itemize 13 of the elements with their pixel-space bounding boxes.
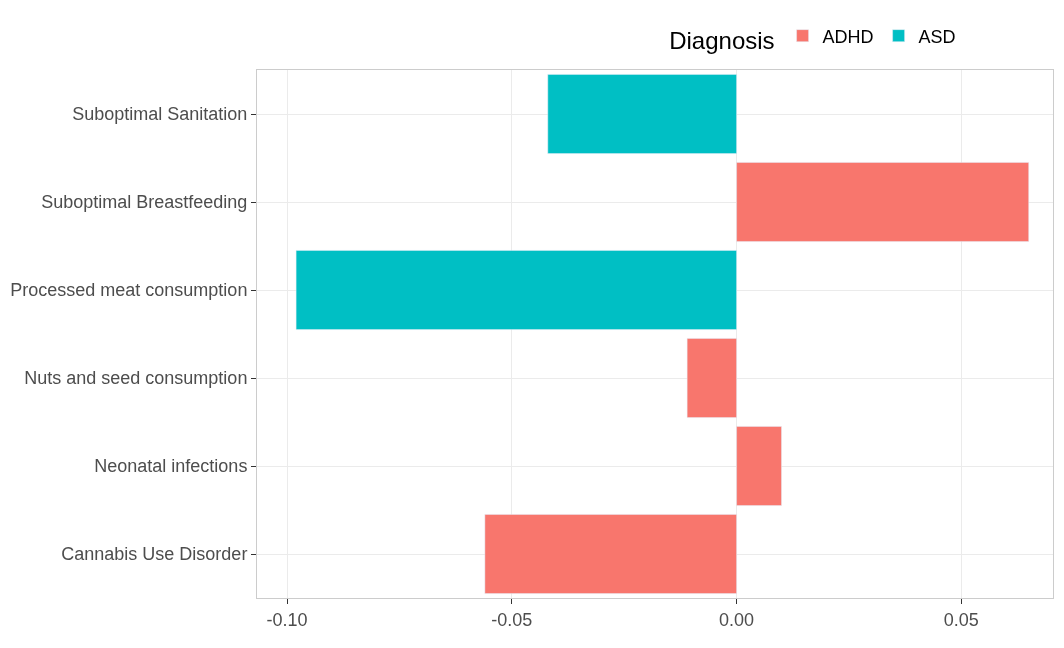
x-tick-label: 0.00 [719, 609, 755, 630]
legend-label: ADHD [822, 26, 874, 47]
x-tick-label: 0.05 [943, 609, 979, 630]
x-tick-label: -0.10 [266, 609, 308, 630]
x-tick-label: -0.05 [491, 609, 533, 630]
y-tick-label: Neonatal infections [94, 456, 248, 477]
y-tick-label: Suboptimal Sanitation [72, 104, 248, 125]
y-tick-label: Cannabis Use Disorder [61, 544, 248, 565]
legend-title: Diagnosis [669, 26, 775, 54]
y-tick-label: Suboptimal Breastfeeding [41, 192, 248, 213]
y-tick-label: Processed meat consumption [10, 280, 248, 301]
y-tick-label: Nuts and seed consumption [24, 368, 248, 389]
legend-label: ASD [918, 26, 956, 47]
